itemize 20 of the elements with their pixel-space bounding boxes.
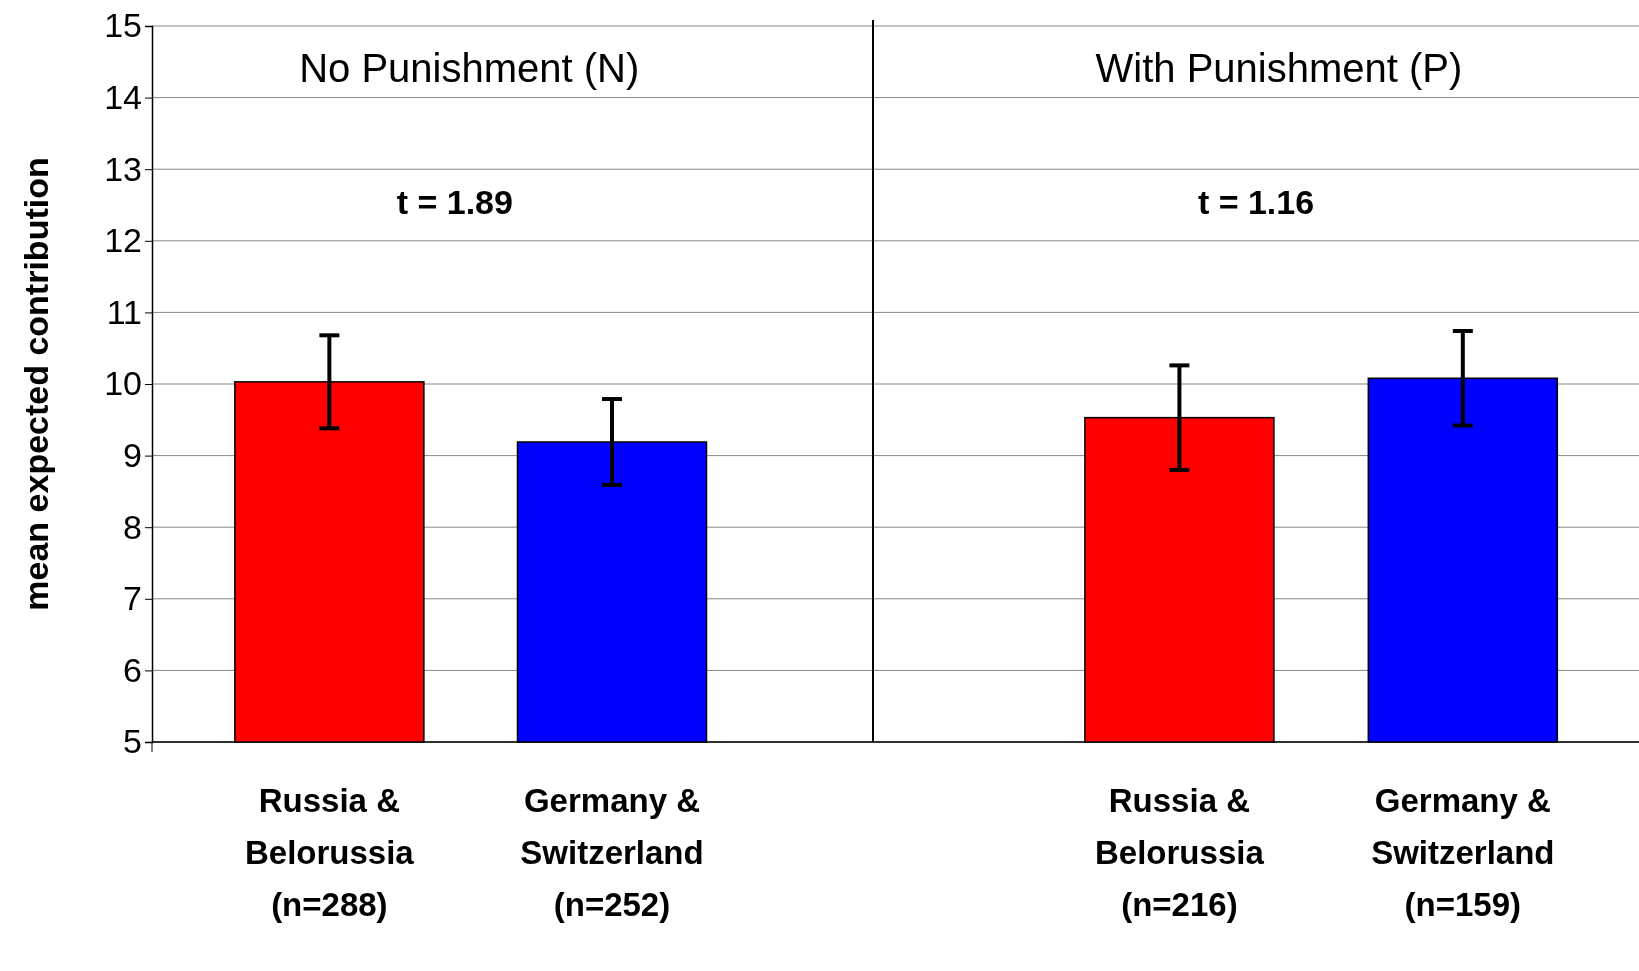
- x-tick-label: Germany & Switzerland (n=252): [520, 782, 704, 923]
- y-tick-label: 14: [104, 77, 142, 116]
- y-tick-label: 6: [123, 650, 142, 689]
- y-tick-label: 8: [123, 507, 142, 546]
- x-tick-label: Russia & Belorussia (n=288): [244, 782, 415, 923]
- y-tick-label: 15: [104, 6, 142, 45]
- text: With Punishment (P): [1095, 46, 1463, 90]
- y-tick-label: 9: [123, 435, 142, 474]
- y-tick-label: 12: [104, 221, 142, 260]
- y-tick-label: 13: [104, 149, 142, 188]
- y-tick-label: 5: [123, 722, 142, 761]
- x-tick-label: Germany & Switzerland (n=159): [1371, 782, 1555, 923]
- y-axis-title: mean expected contribution: [17, 157, 55, 611]
- annotation: t = 1.89: [396, 183, 513, 221]
- y-tick-label: 10: [104, 364, 142, 403]
- text: No Punishment (N): [299, 46, 640, 90]
- x-tick-label: Russia & Belorussia (n=216): [1095, 782, 1265, 923]
- y-tick-label: 11: [106, 292, 142, 331]
- y-tick-label: 7: [123, 579, 142, 618]
- annotation: t = 1.16: [1197, 183, 1315, 221]
